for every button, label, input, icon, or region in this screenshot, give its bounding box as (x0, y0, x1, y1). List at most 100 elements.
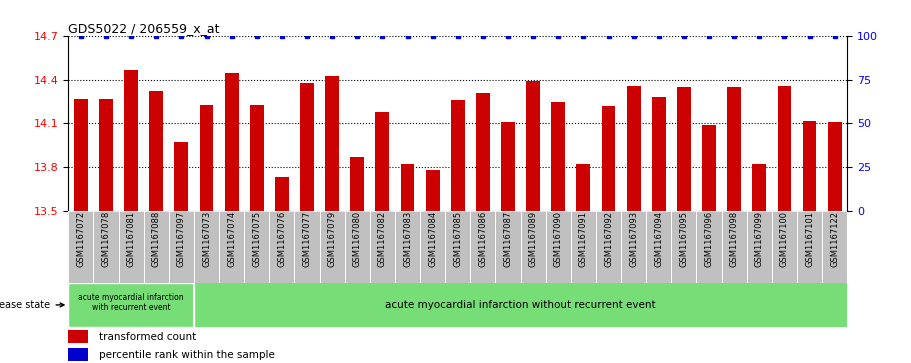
Text: GSM1167095: GSM1167095 (680, 211, 689, 266)
Text: GSM1167075: GSM1167075 (252, 211, 261, 267)
Bar (294, 211, 320, 283)
Bar (175, 142, 189, 211)
Text: GSM1167076: GSM1167076 (277, 211, 286, 267)
Bar (476, 93, 490, 211)
Text: GSM1167077: GSM1167077 (302, 211, 312, 267)
Text: GSM1167083: GSM1167083 (403, 211, 412, 267)
Text: disease state: disease state (0, 300, 64, 310)
Bar (571, 211, 596, 283)
Bar (777, 86, 792, 211)
Bar (320, 211, 344, 283)
Bar (94, 211, 118, 283)
Bar (527, 81, 540, 211)
Bar (646, 211, 671, 283)
Text: GSM1167072: GSM1167072 (77, 211, 86, 267)
Bar (300, 83, 314, 211)
Bar (275, 177, 289, 211)
Bar (546, 211, 571, 283)
Bar (520, 211, 546, 283)
Bar (722, 211, 747, 283)
Bar (149, 91, 163, 211)
Bar (219, 211, 244, 283)
Text: percentile rank within the sample: percentile rank within the sample (99, 350, 275, 360)
Bar (344, 211, 370, 283)
Bar (68, 330, 87, 343)
Bar (200, 105, 213, 211)
Bar (727, 87, 741, 211)
Bar (68, 211, 94, 283)
Text: GSM1167084: GSM1167084 (428, 211, 437, 267)
Bar (375, 112, 389, 211)
Bar (551, 102, 565, 211)
Bar (425, 170, 440, 211)
Bar (74, 99, 87, 211)
Bar (577, 164, 590, 211)
Bar (351, 157, 364, 211)
Bar (244, 211, 270, 283)
Bar (772, 211, 797, 283)
Bar (68, 283, 194, 327)
Text: GSM1167100: GSM1167100 (780, 211, 789, 266)
Bar (401, 164, 415, 211)
Text: transformed count: transformed count (99, 332, 197, 342)
Text: GSM1167089: GSM1167089 (528, 211, 537, 267)
Bar (828, 122, 842, 211)
Text: GSM1167090: GSM1167090 (554, 211, 563, 266)
Text: GSM1167087: GSM1167087 (504, 211, 513, 267)
Text: GSM1167079: GSM1167079 (328, 211, 337, 267)
Text: GSM1167093: GSM1167093 (630, 211, 639, 267)
Bar (797, 211, 822, 283)
Text: GSM1167081: GSM1167081 (127, 211, 136, 267)
Text: GDS5022 / 206559_x_at: GDS5022 / 206559_x_at (68, 22, 220, 35)
Text: GSM1167096: GSM1167096 (704, 211, 713, 267)
Text: GSM1167098: GSM1167098 (730, 211, 739, 267)
Text: GSM1167099: GSM1167099 (755, 211, 763, 266)
Text: GSM1167094: GSM1167094 (654, 211, 663, 266)
Text: GSM1167082: GSM1167082 (378, 211, 387, 267)
Bar (702, 125, 716, 211)
Text: acute myocardial infarction without recurrent event: acute myocardial infarction without recu… (385, 300, 656, 310)
Bar (501, 122, 515, 211)
Bar (270, 211, 294, 283)
Bar (671, 211, 697, 283)
Bar (225, 73, 239, 211)
Bar (451, 100, 465, 211)
Bar (652, 97, 666, 211)
Text: GSM1167086: GSM1167086 (478, 211, 487, 267)
Bar (596, 211, 621, 283)
Bar (68, 348, 87, 361)
Bar (325, 76, 339, 211)
Bar (627, 86, 640, 211)
Text: GSM1167092: GSM1167092 (604, 211, 613, 266)
Bar (395, 211, 420, 283)
Bar (601, 106, 616, 211)
Bar (496, 211, 520, 283)
Text: GSM1167097: GSM1167097 (177, 211, 186, 267)
Bar (445, 211, 470, 283)
Bar (124, 70, 138, 211)
Bar (677, 87, 691, 211)
Bar (822, 211, 847, 283)
Bar (697, 211, 722, 283)
Text: GSM1167073: GSM1167073 (202, 211, 211, 267)
Text: GSM1167078: GSM1167078 (101, 211, 110, 267)
Bar (118, 211, 144, 283)
Bar (194, 211, 219, 283)
Text: GSM1167091: GSM1167091 (578, 211, 588, 266)
Text: GSM1167074: GSM1167074 (227, 211, 236, 267)
Text: GSM1167101: GSM1167101 (805, 211, 814, 266)
Bar (144, 211, 169, 283)
Bar (470, 211, 496, 283)
Bar (752, 164, 766, 211)
Bar (621, 211, 646, 283)
Bar (169, 211, 194, 283)
Bar (803, 121, 816, 211)
Bar (250, 105, 263, 211)
Text: GSM1167088: GSM1167088 (152, 211, 160, 267)
Bar (370, 211, 395, 283)
Text: GSM1167122: GSM1167122 (830, 211, 839, 266)
Bar (747, 211, 772, 283)
Text: GSM1167085: GSM1167085 (454, 211, 462, 267)
Text: GSM1167080: GSM1167080 (353, 211, 362, 267)
Text: acute myocardial infarction
with recurrent event: acute myocardial infarction with recurre… (78, 293, 184, 313)
